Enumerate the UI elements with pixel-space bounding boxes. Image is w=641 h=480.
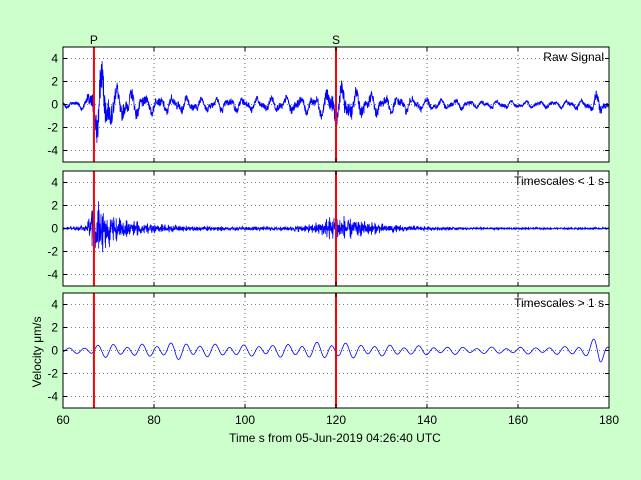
y-tick-label: -2 xyxy=(47,245,58,259)
phase-label-s: S xyxy=(332,33,340,47)
y-tick-label: 2 xyxy=(51,199,58,213)
y-tick-label: -4 xyxy=(47,390,58,404)
y-tick-label: -2 xyxy=(47,121,58,135)
y-tick-label: 4 xyxy=(51,52,58,66)
x-tick-label: 100 xyxy=(235,413,255,427)
panel-2: -4 -2 0 2 4 Timescales < 1 s xyxy=(47,170,610,287)
y-tick-label: -2 xyxy=(47,367,58,381)
y-tick-label: -4 xyxy=(47,268,58,282)
x-tick-label: 140 xyxy=(417,413,437,427)
x-tick-label: 160 xyxy=(508,413,528,427)
axes-layer: -4 -2 0 2 4 Raw Signal P S -4 -2 0 2 4 Timescales < 1… xyxy=(47,33,619,427)
y-tick-label: 0 xyxy=(51,98,58,112)
y-tick-label: 2 xyxy=(51,321,58,335)
y-axis-label: Velocity μm/s xyxy=(30,317,44,388)
y-tick-label: 4 xyxy=(51,176,58,190)
y-tick-label: 4 xyxy=(51,298,58,312)
x-axis-label: Time s from 05-Jun-2019 04:26:40 UTC xyxy=(229,431,441,445)
x-tick-label: 80 xyxy=(147,413,161,427)
y-tick-label: 2 xyxy=(51,75,58,89)
panel-3: -4 -2 0 2 4 60 80 100 120 140 160 180 Timescales > 1… xyxy=(47,292,619,427)
y-tick-label: 0 xyxy=(51,222,58,236)
x-tick-label: 120 xyxy=(326,413,346,427)
y-tick-label: 0 xyxy=(51,344,58,358)
panel-label: Raw Signal xyxy=(543,50,604,64)
panel-label: Timescales > 1 s xyxy=(514,296,604,310)
x-tick-label: 60 xyxy=(56,413,70,427)
panel-label: Timescales < 1 s xyxy=(514,174,604,188)
x-tick-label: 180 xyxy=(599,413,619,427)
phase-label-p: P xyxy=(90,33,98,47)
y-tick-label: -4 xyxy=(47,144,58,158)
panel-1: -4 -2 0 2 4 Raw Signal P S xyxy=(47,33,610,163)
